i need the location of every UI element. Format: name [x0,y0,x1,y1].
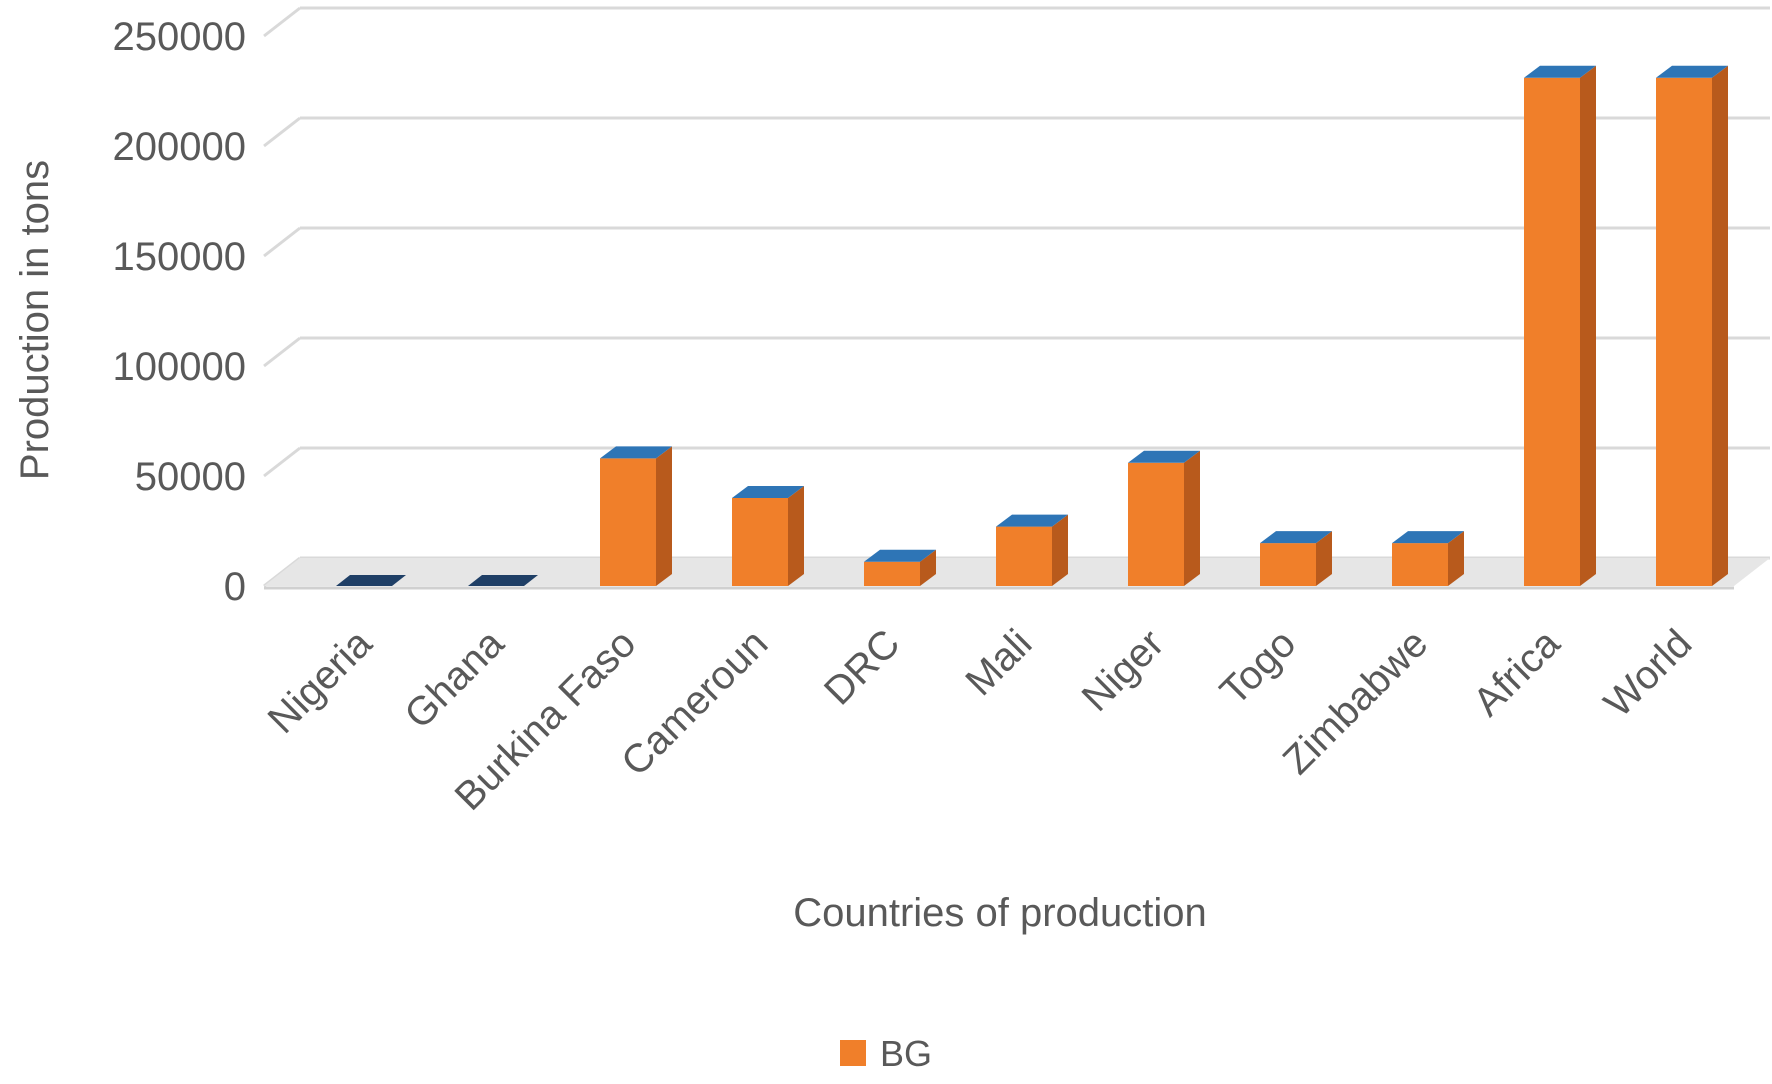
bar-side [920,549,936,586]
gridline-diag [263,6,301,38]
bar-side [1712,65,1728,587]
bar-top [1656,65,1728,78]
bar-ghana [468,575,538,586]
x-tick-label: World [1596,621,1700,725]
bar-zimbabwe [1392,531,1464,586]
bar-burkina-faso [600,446,672,586]
bar-cameroun [732,486,804,586]
x-tick-label: Togo [1212,621,1304,713]
bar-togo [1260,531,1332,586]
bar-mali [996,514,1068,586]
bar-drc [864,549,936,586]
y-tick-label: 50000 [135,455,246,499]
x-tick-label: Niger [1074,621,1173,720]
x-tick-label: Nigeria [260,621,381,742]
gridline-diag [263,446,301,478]
bars [336,65,1728,587]
bar-side [788,486,804,586]
bar-front [1392,543,1448,586]
y-tick-label: 150000 [113,235,246,279]
bar-top [996,514,1068,527]
y-axis-ticks: 0 50000 100000 150000 200000 250000 [113,15,246,609]
bar-front [1524,77,1580,587]
gridline-diag [263,336,301,368]
bar-side [656,446,672,586]
legend-label: BG [880,1033,932,1074]
y-tick-label: 200000 [113,125,246,169]
bar-front [1656,77,1712,587]
x-tick-label: Ghana [396,621,513,738]
bar-front [1128,462,1184,586]
bar-top [336,575,406,586]
bar-front [996,526,1052,586]
bar-front [864,561,920,586]
y-axis-title: Production in tons [13,160,57,480]
bar-front [600,458,656,586]
bar-world [1656,65,1728,587]
gridline-diag [263,226,301,258]
x-tick-label: Africa [1465,621,1569,725]
x-axis-title: Countries of production [793,891,1207,935]
bar-side [1316,531,1332,586]
y-tick-label: 100000 [113,345,246,389]
bar-nigeria [336,575,406,586]
x-tick-label: DRC [816,621,908,713]
x-tick-label: Mali [957,621,1040,704]
bar-top [732,486,804,498]
bar-top [1524,65,1596,78]
legend: BG [840,1033,932,1074]
bar-side [1448,531,1464,586]
bar-side [1052,514,1068,586]
bar-front [1260,543,1316,586]
x-tick-label: Zimbabwe [1275,621,1437,783]
bar-africa [1524,65,1596,587]
bar-side [1184,450,1200,586]
bar-top [468,575,538,586]
legend-swatch [840,1040,866,1066]
y-tick-label: 250000 [113,15,246,59]
bar-top [1392,531,1464,544]
bar-side [1580,65,1596,587]
bar-top [600,446,672,459]
bar-top [1128,450,1200,463]
bar-front [732,498,788,586]
bar-top [1260,531,1332,544]
y-tick-label: 0 [224,565,246,609]
bar-niger [1128,450,1200,586]
bar-top [864,549,936,562]
gridline-diag [263,116,301,148]
